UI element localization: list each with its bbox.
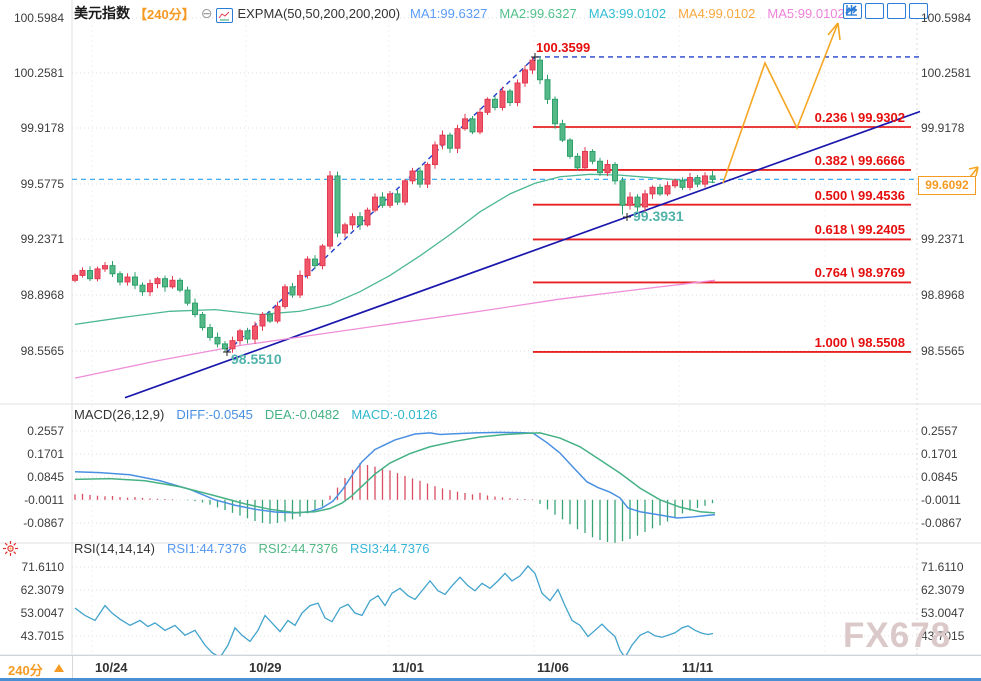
rsi-value: RSI1:44.7376 — [166, 541, 247, 556]
date-label: 10/29 — [249, 660, 282, 675]
rsi-title[interactable]: RSI(14,14,14) — [74, 541, 155, 556]
price-axis-label-right: 98.5565 — [921, 344, 965, 358]
fib-level-label: 1.000 \ 98.5508 — [814, 334, 905, 350]
ma-value: MA3:99.0102 — [588, 6, 667, 22]
collapse-icon[interactable]: ⊖ — [200, 4, 213, 21]
trend-tool-icon[interactable] — [845, 3, 906, 19]
macd-value: DIFF:-0.0545 — [176, 407, 253, 422]
fib-level-label: 0.500 \ 99.4536 — [814, 187, 905, 203]
fib-level-label: 0.764 \ 98.9769 — [814, 265, 905, 281]
price-axis-label-left: 99.2371 — [20, 232, 64, 246]
macd-axis-label-left: 0.2557 — [27, 424, 64, 438]
price-axis-label-left: 100.2581 — [13, 66, 64, 80]
bottom-accent-bar — [0, 678, 981, 681]
rsi-axis-label-right: 62.3079 — [921, 583, 965, 597]
price-axis-label-left: 98.5565 — [20, 344, 64, 358]
ma-value: MA5:99.0102 — [767, 6, 845, 22]
macd-axis-label-left: -0.0011 — [24, 493, 64, 507]
chart-toolbar — [843, 3, 931, 24]
rsi-axis-label-left: 53.0047 — [20, 606, 64, 620]
ma-values: MA1:99.6327 MA2:99.6327 MA3:99.0102 MA4:99.… — [410, 5, 857, 22]
price-axis-label-right: 100.5984 — [921, 11, 972, 25]
watermark: FX678 — [843, 616, 952, 655]
macd-axis-label-left: 0.0845 — [27, 470, 64, 484]
timeframe-label[interactable]: 240分 — [8, 663, 43, 678]
price-axis-label-right: 99.9178 — [921, 121, 965, 135]
chart-header: 美元指数 【240分】 ⊖ EXPMA(50,50,200,200,200) MA1:9… — [74, 3, 857, 23]
period-label[interactable]: 【240分】 — [134, 6, 195, 22]
rsi-value: RSI3:44.7376 — [349, 541, 430, 556]
swing-high-label: 100.3599 — [536, 40, 591, 55]
pullback-low-label: 99.3931 — [633, 208, 684, 224]
fib-level-label: 0.618 \ 99.2405 — [814, 222, 905, 238]
fib-level-label: 0.382 \ 99.6666 — [814, 152, 905, 168]
indicator-chart-icon[interactable] — [216, 7, 234, 23]
fib-level-label: 0.236 \ 99.9302 — [814, 109, 905, 125]
axis-separator — [72, 656, 73, 679]
date-label: 11/11 — [682, 660, 714, 675]
rsi-axis-label-left: 43.7015 — [20, 629, 64, 643]
symbol-title: 美元指数 — [74, 5, 130, 21]
macd-axis-label-right: -0.0011 — [921, 493, 961, 507]
swing-low-label: 98.5510 — [231, 351, 282, 367]
price-axis-label-left: 100.5984 — [13, 11, 64, 25]
macd-axis-label-right: -0.0867 — [921, 516, 962, 530]
rsi-axis-label-right: 71.6110 — [921, 560, 964, 574]
rsi-axis-label-right: 53.0047 — [921, 606, 965, 620]
macd-value: MACD:-0.0126 — [351, 407, 438, 422]
macd-axis-label-right: 0.0845 — [921, 470, 958, 484]
price-axis-label-left: 98.8968 — [20, 288, 64, 302]
timeframe-up-triangle-icon[interactable] — [54, 664, 64, 672]
ma-value: MA2:99.6327 — [499, 6, 577, 22]
rsi-axis-label-right: 43.7015 — [921, 629, 965, 643]
date-label: 11/06 — [537, 660, 569, 675]
price-axis-label-right: 99.2371 — [921, 232, 965, 246]
macd-axis-label-right: 0.1701 — [921, 447, 958, 461]
macd-title[interactable]: MACD(26,12,9) — [74, 407, 165, 422]
current-price-tag: 99.6092 — [918, 176, 976, 195]
price-axis-label-left: 99.5775 — [20, 177, 64, 191]
time-axis-bar: 240分 10/24 10/29 11/01 11/06 11/11 — [0, 655, 981, 679]
expma-label[interactable]: EXPMA(50,50,200,200,200) — [237, 5, 401, 21]
export-panel-icon[interactable] — [846, 3, 928, 19]
rsi-value: RSI2:44.7376 — [258, 541, 338, 556]
macd-header: MACD(26,12,9) DIFF:-0.0545 DEA:-0.0482 MACD… — [74, 407, 461, 422]
macd-values: DIFF:-0.0545 DEA:-0.0482 MACD:-0.0126 — [176, 407, 449, 422]
price-axis-label-right: 98.8968 — [921, 288, 965, 302]
macd-axis-label-right: 0.2557 — [921, 424, 958, 438]
price-axis-label-right: 100.2581 — [921, 66, 972, 80]
zoom-window-icon[interactable] — [845, 3, 884, 19]
ma-value: MA1:99.6327 — [410, 6, 488, 22]
date-label: 10/24 — [95, 660, 128, 675]
rsi-axis-label-left: 71.6110 — [21, 560, 65, 574]
rsi-header: RSI(14,14,14) RSI1:44.7376 RSI2:44.7376 RSI… — [74, 541, 453, 556]
ma-value: MA4:99.0102 — [678, 6, 756, 22]
price-axis-label-left: 99.9178 — [20, 121, 64, 135]
macd-axis-label-left: -0.0867 — [23, 516, 64, 530]
rsi-values: RSI1:44.7376 RSI2:44.7376 RSI3:44.7376 — [167, 541, 442, 556]
rsi-axis-label-left: 62.3079 — [20, 583, 64, 597]
date-label: 11/01 — [392, 660, 424, 675]
macd-axis-label-left: 0.1701 — [27, 447, 64, 461]
macd-value: DEA:-0.0482 — [264, 407, 340, 422]
